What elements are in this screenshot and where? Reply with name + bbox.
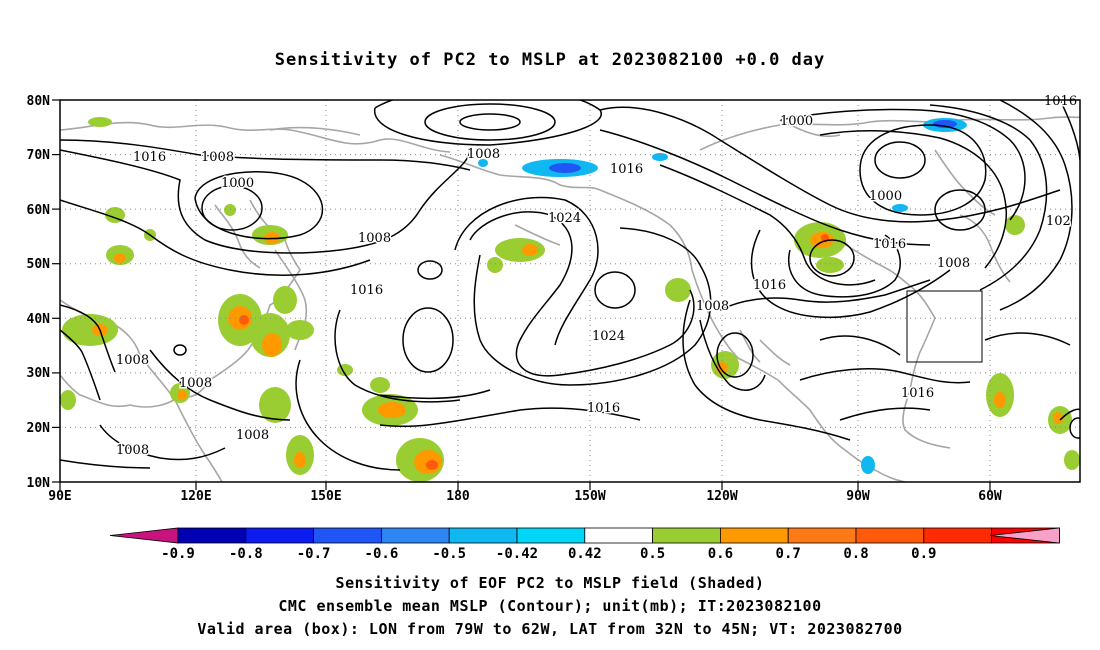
colorbar-arrow-left <box>109 527 179 544</box>
valid-area-box <box>906 290 983 363</box>
caption-line-3: Valid area (box): LON from 79W to 62W, L… <box>197 620 903 638</box>
contour-label: 1016 <box>1044 94 1077 109</box>
lat-tick-label: 60N <box>27 203 51 218</box>
contour-label: 1000 <box>780 114 813 129</box>
colorbar-swatch <box>652 527 721 544</box>
lat-lon-grid <box>60 100 1080 482</box>
colorbar: -0.9 -0.8 -0.7 -0.6 -0.5 -0.42 0.42 0.5 0.6 0.7 0.… <box>109 527 1060 562</box>
colorbar-swatch <box>720 527 789 544</box>
lat-tick-label: 50N <box>27 257 51 272</box>
tick-marks <box>52 99 991 490</box>
lon-tick-label: 120W <box>706 489 737 504</box>
contour-label: 1008 <box>201 150 234 165</box>
contour-label: 1016 <box>873 237 906 252</box>
lat-tick-label: 10N <box>27 476 51 491</box>
contour-label: 1008 <box>179 376 212 391</box>
contour-label: 1016 <box>610 162 643 177</box>
colorbar-swatch <box>313 527 382 544</box>
mslp-contours <box>60 100 1080 471</box>
colorbar-label: -0.7 <box>297 546 331 562</box>
lon-tick-label: 90W <box>846 489 870 504</box>
contour-label: 1016 <box>901 386 934 401</box>
colorbar-label: -0.5 <box>432 546 466 562</box>
contour-label: 1000 <box>221 176 254 191</box>
colorbar-label: -0.9 <box>161 546 195 562</box>
contour-label: 1008 <box>467 147 500 162</box>
colorbar-swatch <box>516 527 586 544</box>
coastlines <box>60 116 1080 482</box>
colorbar-label: 0.9 <box>911 546 936 562</box>
colorbar-label: -0.6 <box>365 546 399 562</box>
colorbar-swatch <box>855 527 925 544</box>
colorbar-label: 0.6 <box>708 546 733 562</box>
contour-label: 1024 <box>548 211 581 226</box>
colorbar-swatch <box>923 527 992 544</box>
contour-label: 1008 <box>937 256 970 271</box>
lon-tick-label: 60W <box>978 489 1002 504</box>
colorbar-arrow-right <box>989 527 1060 544</box>
contour-label: 1008 <box>696 299 729 314</box>
map-frame <box>59 99 1081 483</box>
lat-tick-label: 20N <box>27 421 51 436</box>
contour-label: 1000 <box>869 189 902 204</box>
contour-labels: 1016 1008 1000 1008 1016 1008 1008 1008 … <box>115 93 1079 460</box>
contour-label: 1016 <box>753 278 786 293</box>
colorbar-swatch <box>787 527 857 544</box>
contour-label: 1024 <box>592 329 625 344</box>
lon-tick-label: 180 <box>446 489 470 504</box>
contour-label: 1016 <box>350 283 383 298</box>
colorbar-label: -0.42 <box>496 546 538 562</box>
colorbar-label: 0.7 <box>776 546 801 562</box>
lon-labels: 90E 120E 150E 180 150W 120W 90W 60W <box>48 489 1002 504</box>
colorbar-swatch <box>245 527 315 544</box>
contour-label: 1008 <box>116 353 149 368</box>
lat-tick-label: 80N <box>27 94 51 109</box>
caption-line-2: CMC ensemble mean MSLP (Contour); unit(m… <box>278 597 822 615</box>
contour-label: 1008 <box>116 443 149 458</box>
lon-tick-label: 90E <box>48 489 71 504</box>
lat-labels: 80N 70N 60N 50N 40N 30N 20N 10N <box>27 94 51 491</box>
caption-line-1: Sensitivity of EOF PC2 to MSLP field (Sh… <box>335 574 765 592</box>
contour-label: 1008 <box>358 231 391 246</box>
lon-tick-label: 150E <box>310 489 341 504</box>
shaded-sensitivity <box>60 117 1080 482</box>
lat-tick-label: 30N <box>27 366 51 381</box>
colorbar-swatch <box>380 527 450 544</box>
colorbar-swatch <box>448 527 518 544</box>
lon-tick-label: 120E <box>180 489 211 504</box>
colorbar-label: 0.42 <box>568 546 602 562</box>
lat-tick-label: 40N <box>27 312 51 327</box>
contour-label: 102 <box>1046 214 1071 229</box>
lon-tick-label: 150W <box>574 489 605 504</box>
colorbar-swatch <box>177 527 247 544</box>
contour-label: 1016 <box>587 401 620 416</box>
contour-label: 1008 <box>236 428 269 443</box>
contour-label: 1016 <box>133 150 166 165</box>
colorbar-swatch <box>584 527 653 544</box>
lat-tick-label: 70N <box>27 148 51 163</box>
colorbar-label: 0.8 <box>843 546 868 562</box>
colorbar-label: -0.8 <box>229 546 263 562</box>
map-title: Sensitivity of PC2 to MSLP at 2023082100… <box>274 50 826 70</box>
colorbar-label: 0.5 <box>640 546 665 562</box>
